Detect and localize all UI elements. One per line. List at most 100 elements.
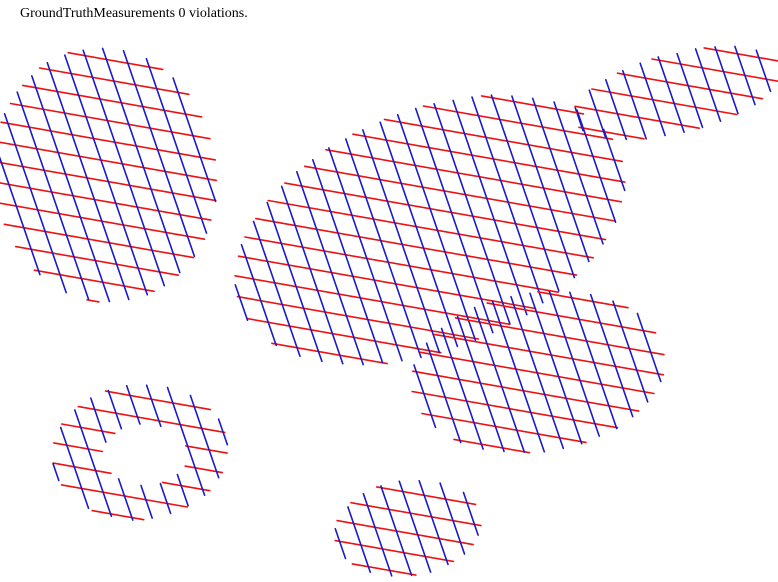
blue-hatch-line: [568, 291, 618, 430]
blue-hatch-line: [734, 45, 756, 106]
blue-hatch-line: [398, 480, 432, 573]
blue-hatch-line: [396, 113, 477, 342]
blue-hatch-line: [74, 409, 113, 518]
red-hatch-line: [284, 182, 607, 241]
red-hatch-line: [234, 274, 511, 326]
blue-hatch-line: [159, 482, 172, 515]
blue-hatch-line: [334, 527, 347, 560]
blue-hatch-line: [433, 103, 511, 325]
red-hatch-line: [651, 58, 778, 83]
blue-hatch-line: [548, 290, 601, 437]
status-line: GroundTruthMeasurements 0 violations.: [20, 6, 248, 22]
blue-hatch-line: [490, 94, 560, 292]
red-hatch-line: [237, 255, 537, 310]
red-hatch-line: [60, 423, 116, 435]
blue-hatch-line: [240, 243, 278, 347]
blue-hatch-line: [418, 479, 449, 566]
blue-hatch-line: [604, 79, 628, 141]
red-hatch-line: [104, 390, 212, 411]
status-suffix: violations.: [189, 6, 248, 21]
blue-hatch-line: [361, 129, 441, 354]
blue-hatch-line: [491, 300, 546, 453]
blue-hatch-line: [101, 47, 181, 274]
blue-hatch-line: [117, 478, 134, 521]
red-hatch-line: [244, 236, 559, 294]
red-hatch-line: [86, 298, 100, 303]
red-hatch-line: [411, 390, 619, 429]
blue-hatch-line: [145, 57, 208, 234]
blue-hatch-line: [553, 101, 604, 245]
blue-hatch-line: [172, 77, 217, 203]
blue-hatch-line: [347, 506, 372, 574]
red-hatch-line: [421, 412, 587, 444]
red-hatch-line: [185, 445, 228, 454]
red-hatch-line: [336, 519, 474, 546]
blue-hatch-line: [125, 384, 141, 425]
red-hatch-line: [537, 290, 629, 309]
red-hatch-line: [591, 88, 738, 116]
red-hatch-line: [616, 72, 764, 100]
red-hatch-line: [267, 199, 595, 259]
blue-hatch-line: [379, 121, 459, 348]
blue-hatch-line: [452, 99, 528, 316]
red-hatch-line: [334, 539, 455, 563]
blue-hatch-line: [311, 159, 384, 364]
blue-hatch-line: [462, 491, 479, 536]
blue-hatch-line: [52, 462, 60, 482]
red-hatch-line: [52, 462, 112, 475]
red-hatch-line: [574, 105, 701, 129]
red-hatch-line: [325, 148, 623, 203]
blue-hatch-line: [621, 70, 648, 140]
blue-hatch-line: [439, 482, 466, 555]
blue-hatch-line: [676, 52, 704, 129]
blue-hatch-line: [440, 327, 484, 450]
blue-hatch-line: [90, 397, 107, 443]
red-hatch-line: [77, 405, 226, 434]
red-hatch-line: [33, 269, 155, 293]
blue-hatch-line: [59, 426, 90, 510]
red-hatch-line: [67, 51, 164, 71]
blue-hatch-line: [0, 156, 41, 276]
blue-hatch-line: [639, 62, 666, 137]
blue-hatch-line: [107, 389, 123, 430]
blue-hatch-line: [327, 147, 403, 362]
red-hatch-line: [52, 442, 104, 453]
blue-hatch-line: [574, 107, 584, 132]
blue-hatch-line: [473, 306, 526, 454]
status-label: GroundTruthMeasurements: [20, 6, 176, 21]
red-hatch-line: [352, 133, 626, 183]
red-hatch-line: [14, 245, 179, 277]
blue-hatch-line: [576, 109, 617, 223]
blue-hatch-line: [602, 128, 626, 192]
blue-hatch-line: [46, 61, 130, 301]
red-hatch-line: [411, 370, 640, 412]
blue-hatch-line: [657, 56, 685, 133]
red-hatch-line: [433, 333, 665, 376]
blue-hatch-line: [425, 342, 462, 444]
red-hatch-line: [236, 295, 480, 340]
red-hatch-line: [578, 126, 645, 140]
blue-hatch-line: [694, 48, 722, 122]
blue-hatch-line: [531, 97, 590, 263]
blue-hatch-line: [176, 473, 189, 507]
blue-hatch-line: [589, 293, 634, 418]
red-hatch-line: [422, 105, 614, 141]
blue-hatch-line: [755, 49, 772, 93]
blue-hatch-line: [413, 364, 437, 429]
red-hatch-line: [271, 342, 389, 365]
blue-hatch-line: [145, 384, 162, 428]
red-hatch-line: [350, 501, 482, 527]
blue-hatch-line: [280, 185, 344, 365]
blue-hatch-line: [217, 418, 229, 446]
blue-hatch-line: [380, 485, 413, 577]
hatch-layer: [0, 45, 778, 577]
blue-hatch-line: [166, 386, 206, 497]
blue-hatch-line: [16, 91, 90, 300]
blue-hatch-line: [510, 295, 565, 450]
red-hatch-line: [246, 317, 442, 354]
blue-hatch-line: [64, 54, 149, 296]
blue-hatch-line: [252, 220, 301, 358]
blue-hatch-line: [588, 89, 607, 138]
